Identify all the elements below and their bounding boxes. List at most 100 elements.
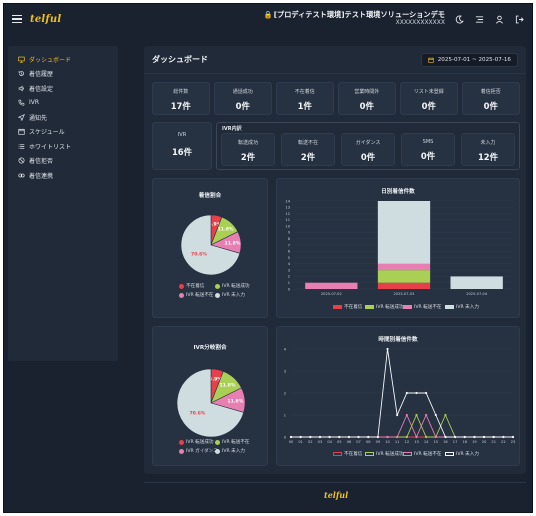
chart-title: 着信割合 — [198, 193, 222, 199]
legend-item[interactable]: IVR 未入力 — [215, 292, 245, 298]
data-point[interactable] — [338, 435, 341, 439]
sidebar-item-label: スケジュール — [29, 129, 65, 137]
list-icon[interactable] — [475, 15, 484, 24]
data-point[interactable] — [473, 435, 476, 439]
pie-slice[interactable] — [176, 368, 245, 438]
data-point[interactable] — [415, 413, 418, 417]
sidebar-item-label: IVR — [29, 99, 40, 107]
pie-value-label: 11.8% — [227, 398, 243, 404]
sidebar-item[interactable]: 着信連携 — [8, 168, 118, 183]
data-point[interactable] — [425, 435, 428, 439]
legend-label: IVR 転送成功 — [186, 440, 214, 445]
data-point[interactable] — [357, 435, 360, 439]
data-point[interactable] — [425, 413, 428, 417]
app-logo[interactable]: telful — [30, 13, 62, 25]
legend-swatch — [333, 452, 342, 456]
data-point[interactable] — [482, 435, 486, 439]
sidebar-item[interactable]: 着信履歴 — [8, 67, 118, 82]
legend-item[interactable]: IVR 未入力 — [445, 451, 479, 457]
logout-icon[interactable] — [515, 15, 524, 24]
data-point[interactable] — [318, 435, 322, 439]
legend-item[interactable]: IVR 転送不在 — [403, 451, 442, 457]
legend-item[interactable]: IVR 未入力 — [445, 304, 479, 310]
data-point[interactable] — [444, 435, 447, 439]
legend-item[interactable]: IVR 転送成功 — [215, 283, 250, 289]
data-point[interactable] — [502, 435, 505, 439]
legend-item[interactable]: IVR ガイダンス — [179, 448, 218, 454]
x-tick-label: 06 — [347, 440, 352, 444]
date-range-picker[interactable]: 2025-07-01 ~ 2025-07-16 — [420, 52, 518, 67]
legend-label: IVR 未入力 — [222, 293, 245, 298]
legend-item[interactable]: IVR 転送不在 — [215, 439, 250, 445]
sidebar-item[interactable]: ホワイトリスト — [8, 139, 118, 154]
y-tick-label: 12 — [285, 212, 290, 216]
legend-item[interactable]: IVR 転送成功 — [179, 439, 214, 445]
sidebar-item[interactable]: ダッシュボード — [8, 52, 118, 67]
bar-segment[interactable] — [377, 201, 431, 264]
data-point[interactable] — [511, 435, 515, 439]
data-point[interactable] — [434, 435, 437, 439]
data-point[interactable] — [405, 391, 408, 395]
data-point[interactable] — [396, 413, 399, 417]
stat-value: 12件 — [477, 152, 499, 162]
data-point[interactable] — [425, 391, 428, 395]
y-tick-label: 0 — [288, 287, 291, 291]
bar-segment[interactable] — [377, 270, 431, 283]
bar-segment[interactable] — [305, 282, 358, 289]
series-line[interactable] — [291, 348, 513, 438]
sidebar-item[interactable]: 着信設定 — [8, 81, 118, 96]
legend-item[interactable]: IVR 転送不在 — [179, 292, 214, 298]
user-icon[interactable] — [495, 15, 504, 24]
ivr-stat-card: 転送成功 2件 — [221, 133, 275, 166]
stat-label: IVR — [177, 132, 187, 138]
sidebar-item-label: 着信連携 — [29, 172, 54, 180]
data-point[interactable] — [405, 413, 408, 417]
data-point[interactable] — [415, 391, 418, 395]
data-point[interactable] — [309, 435, 312, 439]
series-line[interactable] — [291, 413, 513, 439]
pie-slice[interactable] — [180, 214, 241, 276]
bar-segment[interactable] — [377, 282, 431, 289]
data-point[interactable] — [367, 435, 370, 439]
data-point[interactable] — [396, 435, 399, 439]
bar-segment[interactable] — [450, 276, 503, 289]
bar-segment[interactable] — [377, 263, 431, 271]
sidebar-item[interactable]: 通知先 — [8, 110, 118, 125]
sidebar-item[interactable]: スケジュール — [8, 125, 118, 140]
data-point[interactable] — [492, 435, 495, 439]
data-point[interactable] — [386, 435, 389, 439]
data-point[interactable] — [386, 347, 389, 351]
legend-item[interactable]: IVR 転送成功 — [365, 451, 404, 457]
data-point[interactable] — [376, 435, 379, 439]
stat-value: 0件 — [483, 101, 498, 111]
sidebar-item[interactable]: IVR — [8, 96, 118, 111]
menu-toggle-icon[interactable] — [12, 15, 22, 23]
x-tick-label: 22 — [501, 440, 506, 444]
legend-item[interactable]: IVR 転送不在 — [403, 304, 442, 310]
x-tick-label: 11 — [395, 440, 400, 444]
x-tick-label: 2025-07-04 — [466, 292, 488, 296]
legend-item[interactable]: IVR 転送成功 — [365, 304, 404, 310]
data-point[interactable] — [415, 435, 418, 439]
line-chart-panel-hourly: 時間別着信件数 0 1 2 3 4 00 01 02 03 04 05 06 07 08 09 10 11 12 1… — [276, 326, 520, 466]
legend-item[interactable]: 不在着信 — [179, 283, 204, 289]
y-tick-label: 9 — [288, 231, 291, 235]
sidebar-item[interactable]: 着信拒否 — [8, 154, 118, 169]
data-point[interactable] — [347, 435, 351, 439]
moon-icon[interactable] — [455, 14, 464, 24]
data-point[interactable] — [405, 435, 408, 439]
data-point[interactable] — [434, 413, 437, 417]
legend-item[interactable]: 不在着信 — [333, 451, 362, 457]
data-point[interactable] — [444, 413, 447, 417]
x-tick-label: 10 — [385, 440, 390, 444]
legend-item[interactable]: 不在着信 — [333, 304, 362, 310]
legend-item[interactable]: IVR 未入力 — [215, 448, 245, 454]
data-point[interactable] — [289, 435, 293, 439]
data-point[interactable] — [328, 435, 331, 439]
sidebar-item-label: 着信履歴 — [29, 71, 54, 79]
speaker-icon — [18, 85, 24, 92]
data-point[interactable] — [299, 435, 302, 439]
data-point[interactable] — [463, 435, 466, 439]
data-point[interactable] — [453, 435, 457, 439]
